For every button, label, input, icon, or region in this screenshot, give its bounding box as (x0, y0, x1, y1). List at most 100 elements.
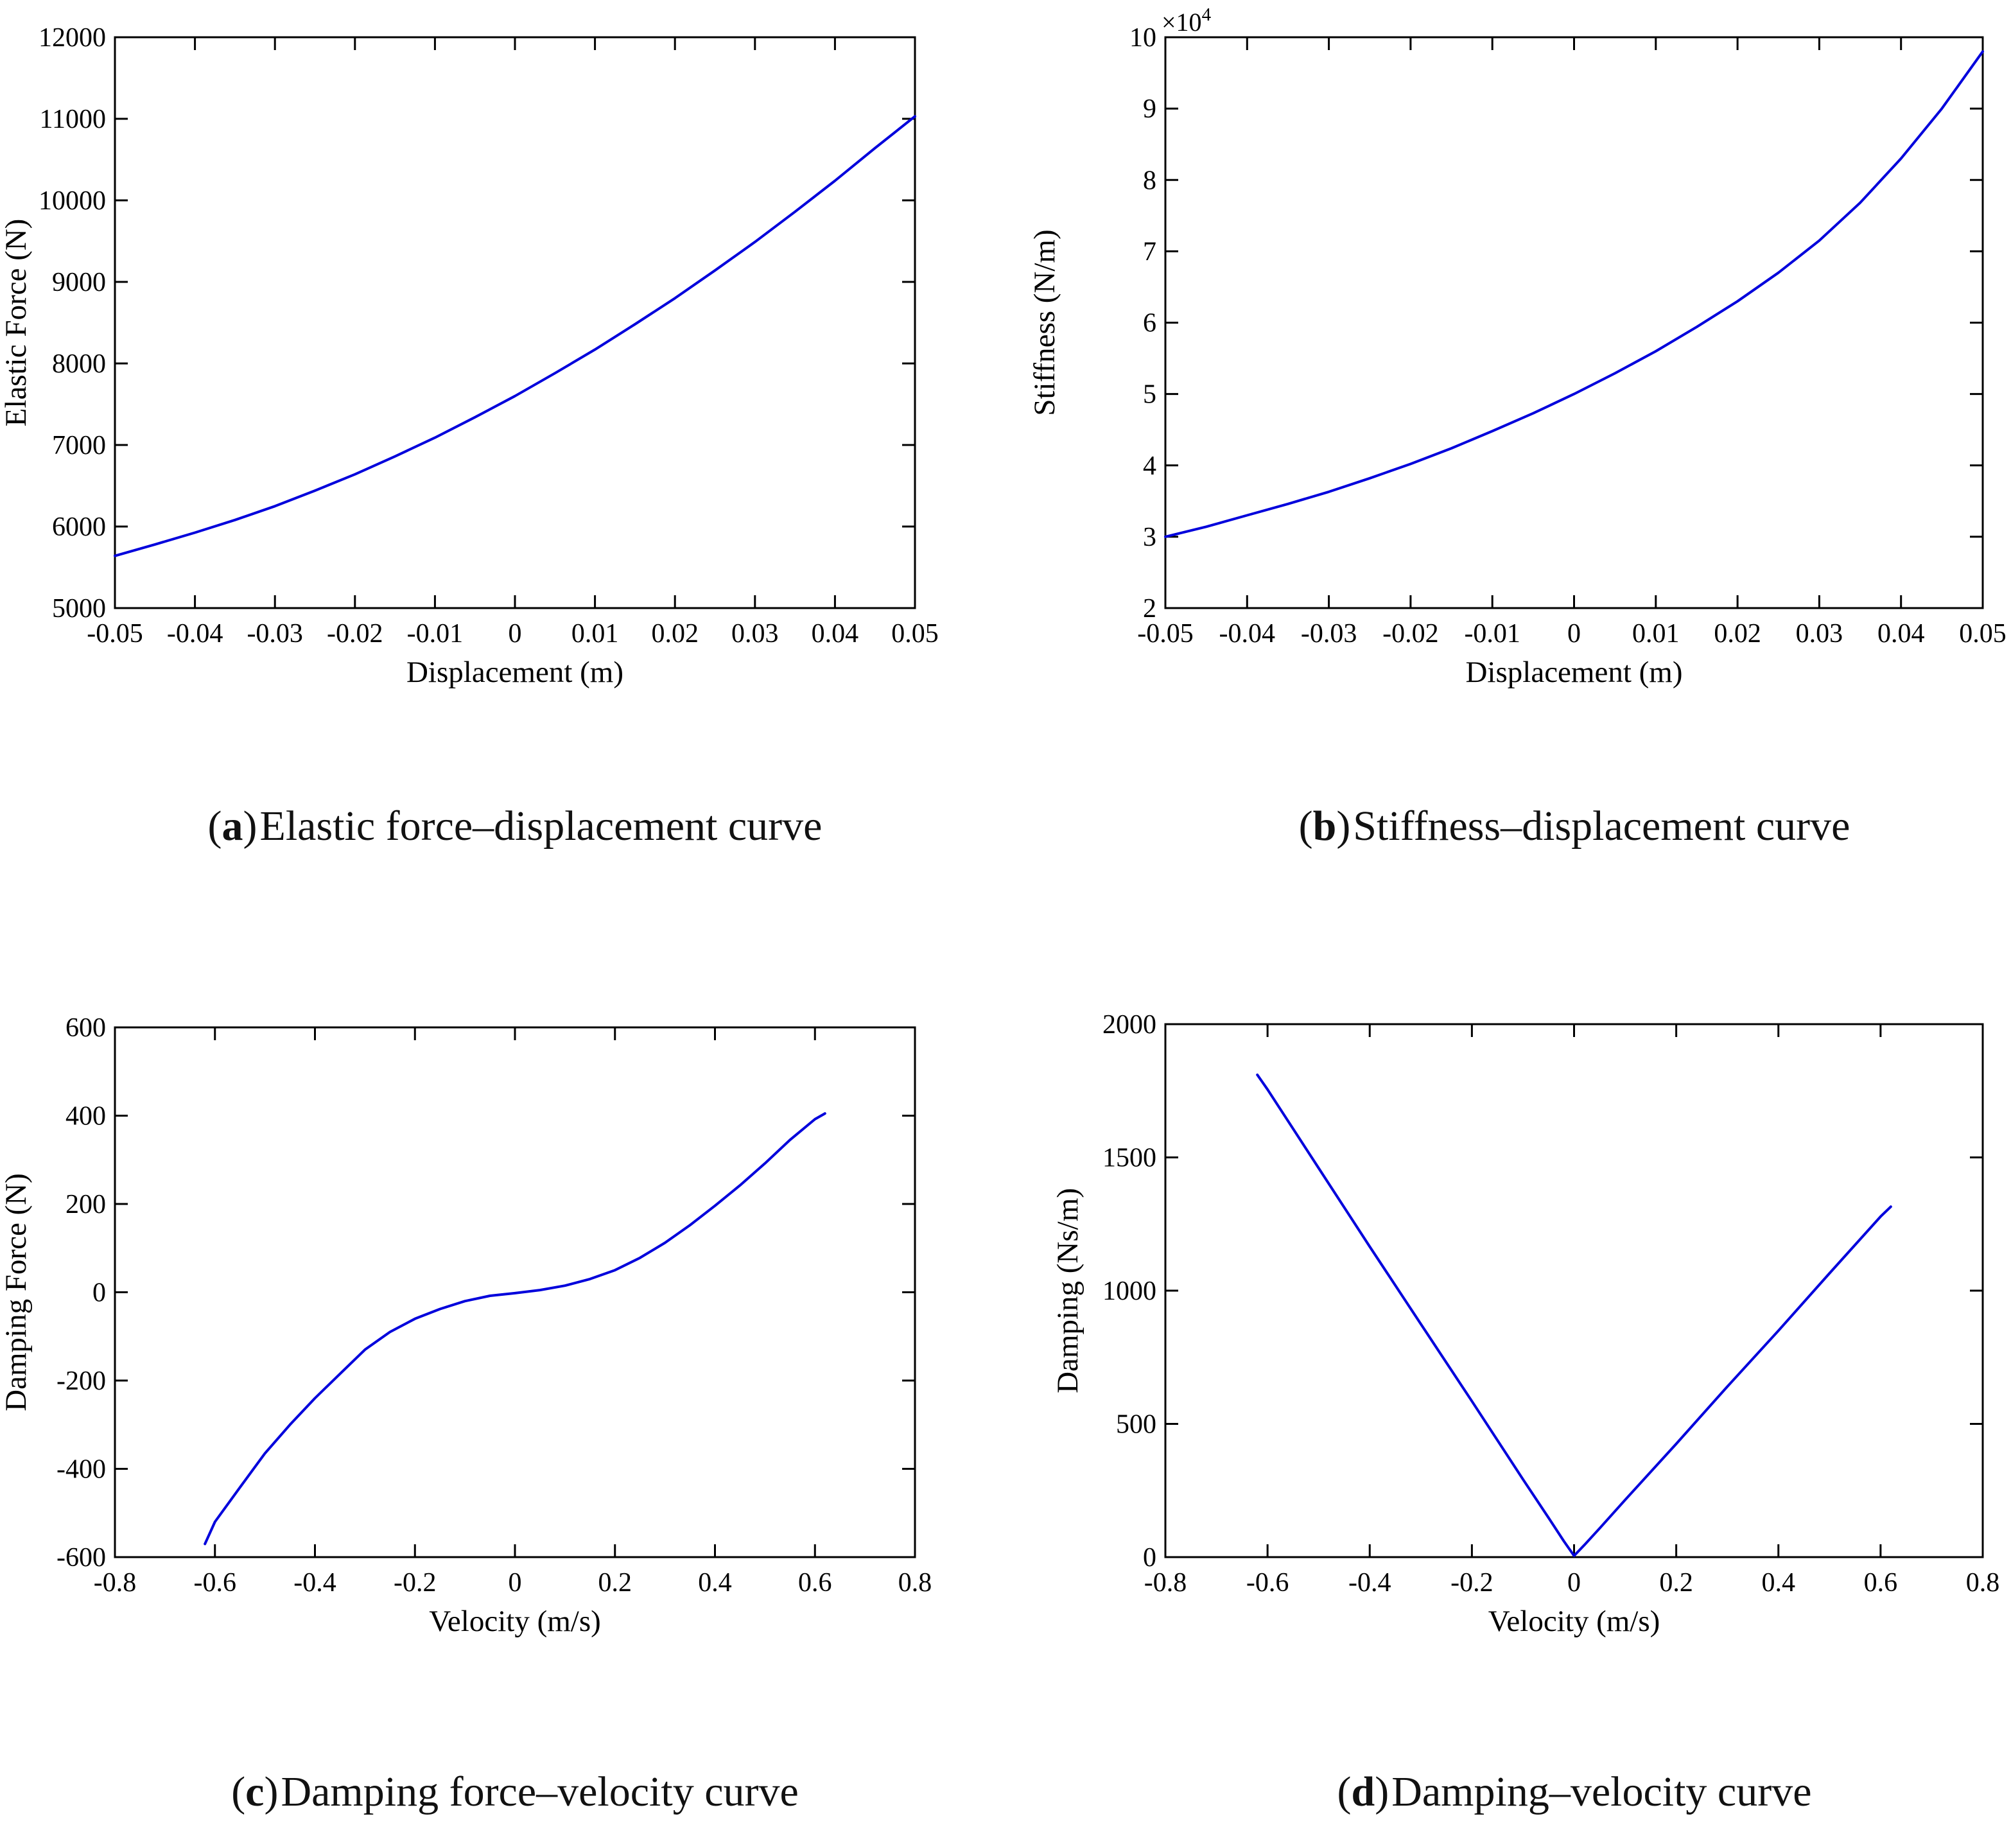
axes-box (114, 36, 916, 609)
y-tick-label: 9000 (52, 268, 106, 297)
x-tick-label: 0.04 (812, 619, 859, 649)
y-tick-label: 6000 (52, 512, 106, 542)
x-tick-label: -0.8 (94, 1568, 137, 1598)
x-tick-label: -0.8 (1144, 1568, 1187, 1598)
data-curve (1164, 50, 1984, 538)
y-tick-label: 8 (1143, 166, 1156, 195)
x-tick-label: 0.6 (1864, 1568, 1898, 1598)
y-tick-label: 6 (1143, 309, 1156, 338)
x-tick-label: 0.03 (1796, 619, 1843, 649)
y-tick-label: 0 (1143, 1543, 1156, 1573)
y-tick-label: 5000 (52, 594, 106, 623)
caption-panel-a: (a)Elastic force–displacement curve (208, 804, 823, 848)
x-tick-label: -0.01 (407, 619, 464, 649)
x-tick-label: 0.2 (1659, 1568, 1693, 1598)
caption-letter: b (1312, 803, 1337, 850)
caption-panel-c: (c)Damping force–velocity curve (231, 1770, 799, 1814)
caption-paren-close: ) (1336, 803, 1351, 850)
y-tick-label: 8000 (52, 349, 106, 379)
x-tick-label: 0.01 (1632, 619, 1680, 649)
y-tick-label: 10000 (39, 186, 106, 216)
x-tick-label: -0.04 (167, 619, 223, 649)
x-tick-label: -0.6 (1246, 1568, 1289, 1598)
y-tick-label: 600 (65, 1013, 106, 1043)
y-tick-label: 2000 (1102, 1010, 1156, 1040)
data-curve (1256, 1073, 1892, 1557)
y-axis-label: Damping Force (N) (0, 1173, 33, 1411)
caption-paren-open: ( (207, 803, 222, 850)
data-curve (204, 1112, 826, 1546)
y-axis-exponent-label: ×104 (1162, 4, 1212, 37)
caption-paren-open: ( (231, 1768, 246, 1815)
chart-stiffness-displacement: -0.05 -0.04 -0.03 -0.02 -0.01 0 0.01 0.02 0.03 0.… (1028, 4, 2007, 689)
y-axis-label: Damping (Ns/m) (1051, 1188, 1084, 1393)
caption-paren-close: ) (243, 803, 257, 850)
caption-letter: c (245, 1768, 265, 1815)
x-tick-label: 0 (1567, 619, 1581, 649)
x-tick-label: -0.2 (394, 1568, 437, 1598)
x-tick-label: -0.01 (1464, 619, 1520, 649)
axes-box (1164, 1023, 1984, 1558)
y-tick-label: -600 (57, 1543, 106, 1573)
y-tick-label: 12000 (39, 23, 106, 53)
x-tick-label: 0.05 (891, 619, 939, 649)
caption-paren-close: ) (264, 1768, 279, 1815)
x-tick-label: 0 (1567, 1568, 1581, 1598)
chart-elastic-force-displacement: -0.05 -0.04 -0.03 -0.02 -0.01 0 0.01 0.02 0.03 0.… (0, 23, 939, 689)
x-tick-label: 0.6 (798, 1568, 832, 1598)
chart-damping-force-velocity: -0.8 -0.6 -0.4 -0.2 0 0.2 0.4 0.6 0.8 -600 -400 -20… (0, 1013, 932, 1638)
y-axis-label: Stiffness (N/m) (1028, 229, 1061, 415)
y-tick-label: 10 (1129, 23, 1156, 53)
x-tick-label: 0.4 (698, 1568, 732, 1598)
y-tick-label: 500 (1116, 1410, 1156, 1440)
axes-box (1164, 36, 1984, 609)
y-tick-label: 7000 (52, 431, 106, 460)
y-tick-label: 1500 (1102, 1144, 1156, 1173)
x-tick-label: -0.05 (87, 619, 143, 649)
caption-letter: d (1351, 1768, 1375, 1815)
x-tick-label: -0.4 (1348, 1568, 1391, 1598)
y-axis-label: Elastic Force (N) (0, 219, 33, 427)
x-tick-label: 0 (509, 619, 522, 649)
x-tick-label: -0.04 (1219, 619, 1276, 649)
caption-paren-close: ) (1375, 1768, 1389, 1815)
y-tick-label: 9 (1143, 94, 1156, 124)
x-tick-label: -0.03 (1301, 619, 1357, 649)
x-tick-label: -0.05 (1137, 619, 1194, 649)
caption-text: Stiffness–displacement curve (1353, 803, 1850, 850)
y-tick-label: -400 (57, 1455, 106, 1485)
caption-panel-d: (d)Damping–velocity curve (1337, 1770, 1812, 1814)
caption-paren-open: ( (1298, 803, 1313, 850)
x-tick-label: 0.04 (1877, 619, 1925, 649)
x-tick-label: -0.03 (247, 619, 303, 649)
x-tick-label: 0.8 (1966, 1568, 2000, 1598)
y-tick-label: 4 (1143, 451, 1156, 481)
x-tick-label: -0.02 (1382, 619, 1439, 649)
x-tick-label: 0.02 (651, 619, 699, 649)
x-tick-label: 0.2 (598, 1568, 632, 1598)
y-tick-label: 11000 (40, 105, 106, 134)
x-axis-label: Velocity (m/s) (429, 1605, 601, 1638)
y-tick-label: 2 (1143, 594, 1156, 623)
y-tick-label: 7 (1143, 237, 1156, 266)
x-tick-label: 0.05 (1959, 619, 2007, 649)
caption-text: Elastic force–displacement curve (259, 803, 823, 850)
x-tick-label: 0.02 (1714, 619, 1761, 649)
x-tick-label: -0.02 (327, 619, 383, 649)
x-tick-label: -0.2 (1450, 1568, 1493, 1598)
x-axis-label: Displacement (m) (1465, 656, 1682, 689)
y-tick-label: 0 (92, 1278, 106, 1308)
x-tick-label: 0.4 (1762, 1568, 1796, 1598)
y-tick-label: 5 (1143, 380, 1156, 410)
x-tick-label: -0.6 (194, 1568, 237, 1598)
x-tick-label: 0.01 (571, 619, 619, 649)
y-tick-label: 1000 (1102, 1277, 1156, 1306)
x-tick-label: 0.03 (731, 619, 779, 649)
y-tick-label: -200 (57, 1366, 106, 1396)
x-tick-label: 0.8 (898, 1568, 932, 1598)
caption-letter: a (222, 803, 243, 850)
y-tick-label: 3 (1143, 523, 1156, 552)
caption-paren-open: ( (1337, 1768, 1352, 1815)
x-axis-label: Velocity (m/s) (1488, 1605, 1660, 1638)
